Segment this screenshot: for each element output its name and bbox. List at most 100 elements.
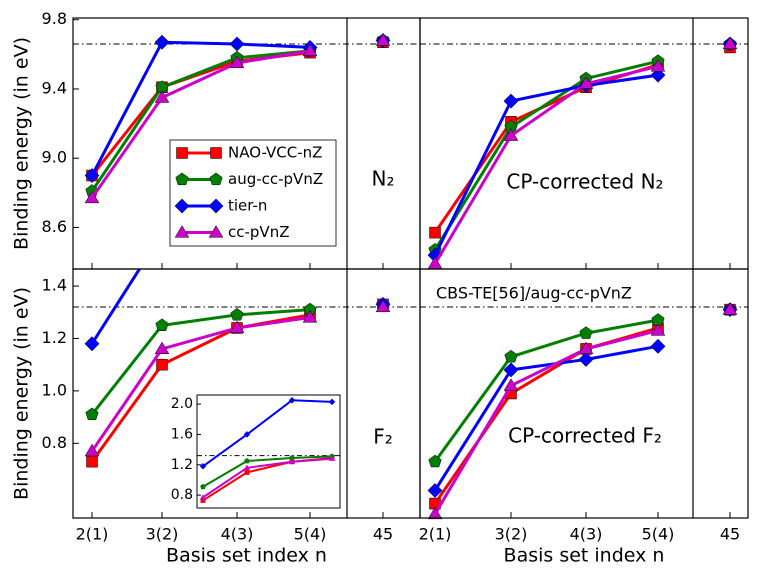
data-point <box>229 36 245 52</box>
data-point <box>154 341 170 355</box>
data-point <box>503 128 519 141</box>
inset-y-tick-label: 1.2 <box>171 457 193 473</box>
data-point <box>503 378 519 391</box>
series-line <box>433 65 659 265</box>
y-axis-label: Binding energy (in eV) <box>11 37 33 250</box>
x-tick-label: 5(4) <box>294 525 327 544</box>
y-tick-label: 8.6 <box>42 217 67 236</box>
annotation: CBS-TE[56]/aug-cc-pVnZ <box>436 284 632 303</box>
panel-label: F₂ <box>373 425 393 449</box>
x-axis-label: Basis set index n <box>166 545 327 567</box>
y-tick-label: 0.8 <box>42 433 67 452</box>
inset-data-point <box>244 469 250 475</box>
inset-y-tick-label: 0.8 <box>171 487 193 503</box>
x-tick-label: 45 <box>720 525 740 544</box>
series-line <box>433 344 659 492</box>
legend-marker <box>209 172 223 186</box>
legend-marker <box>175 172 189 186</box>
inset-data-point <box>288 458 296 464</box>
data-point <box>650 323 666 336</box>
y-tick-label: 1.0 <box>42 380 67 399</box>
data-point <box>427 256 443 269</box>
series-line <box>90 316 311 453</box>
data-point <box>229 55 245 69</box>
data-point <box>427 482 443 498</box>
legend-label: cc-pVnZ <box>228 223 289 241</box>
data-point <box>650 67 666 83</box>
legend-marker <box>176 147 188 159</box>
data-point <box>85 407 99 421</box>
data-point <box>722 36 738 50</box>
data-point <box>154 90 170 103</box>
data-point <box>230 307 244 321</box>
series-line <box>433 73 659 256</box>
data-point <box>156 358 168 371</box>
x-tick-label: 4(3) <box>570 525 603 544</box>
inset-data-point <box>328 455 336 461</box>
data-point <box>155 318 169 331</box>
inset-data-point <box>244 457 250 464</box>
x-tick-label: 4(3) <box>221 525 254 544</box>
data-point <box>578 341 594 355</box>
inset-data-point <box>288 397 296 404</box>
x-tick-label: 3(2) <box>495 525 528 544</box>
inset-data-point <box>200 483 206 490</box>
panel-label: CP-corrected F₂ <box>508 424 662 448</box>
series-line <box>90 269 142 345</box>
legend-marker <box>210 147 222 159</box>
inset-data-point <box>199 494 207 500</box>
panel-label: CP-corrected N₂ <box>506 170 663 194</box>
data-point <box>302 43 318 56</box>
data-point <box>84 336 100 352</box>
series-line <box>90 49 311 199</box>
series-line <box>90 40 311 177</box>
panel-label: N₂ <box>372 167 395 191</box>
series-line <box>433 59 659 251</box>
y-axis-label: Binding energy (in eV) <box>11 287 33 500</box>
legend-marker <box>208 225 224 238</box>
data-point <box>84 443 100 457</box>
inset-data-point <box>328 398 336 406</box>
data-point <box>650 59 666 72</box>
legend-marker <box>208 198 224 214</box>
legend-label: NAO-VCC-nZ <box>228 144 322 162</box>
y-tick-label: 9.0 <box>42 148 67 167</box>
series-line <box>433 329 659 515</box>
inset-series-line <box>202 457 333 499</box>
plot-frame <box>419 268 749 519</box>
data-point <box>84 168 100 184</box>
legend-marker <box>174 198 190 214</box>
legend-frame <box>169 139 337 247</box>
data-point <box>428 454 442 468</box>
data-point <box>429 497 441 510</box>
inset-data-point <box>199 463 207 470</box>
data-point <box>722 302 738 315</box>
data-point <box>503 93 519 109</box>
data-point <box>375 299 391 313</box>
data-point <box>154 34 170 50</box>
inset-y-tick-label: 1.6 <box>171 426 193 442</box>
data-point <box>503 362 519 378</box>
data-point <box>427 506 443 520</box>
inset-series-line <box>202 455 333 488</box>
legend-label: aug-cc-pVnZ <box>228 170 323 188</box>
series-line <box>90 308 311 416</box>
data-point <box>302 310 318 323</box>
inset-data-point <box>243 464 251 470</box>
data-point <box>504 349 518 363</box>
data-point <box>578 351 594 367</box>
x-tick-label: 2(1) <box>419 525 452 544</box>
y-tick-label: 1.4 <box>42 276 67 295</box>
inset-data-point <box>289 454 295 461</box>
x-tick-label: 2(1) <box>76 525 109 544</box>
y-tick-label: 9.4 <box>42 78 67 97</box>
data-point <box>579 326 593 339</box>
data-point <box>229 320 245 334</box>
x-tick-label: 5(4) <box>642 525 675 544</box>
data-point <box>429 226 441 239</box>
series-line <box>90 49 311 192</box>
y-tick-label: 9.8 <box>42 9 67 28</box>
inset-y-tick-label: 2.0 <box>171 396 193 412</box>
series-line <box>433 318 659 463</box>
